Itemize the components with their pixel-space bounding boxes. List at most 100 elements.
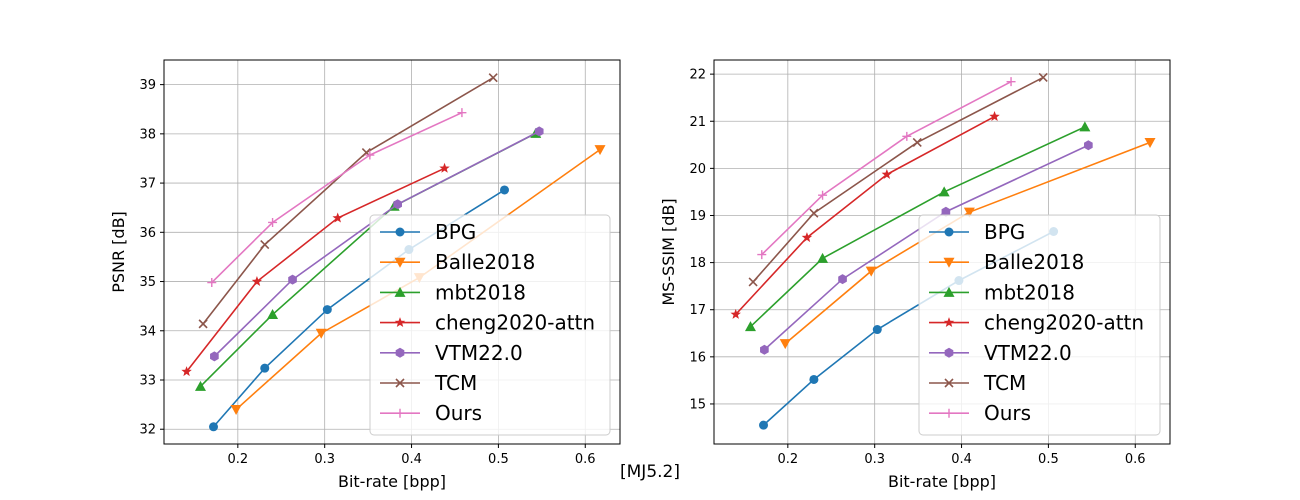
data-point-cheng2020-attn xyxy=(332,212,343,223)
data-point-cheng2020-attn xyxy=(181,366,192,377)
legend-marker xyxy=(395,227,405,237)
series-mbt2018 xyxy=(744,121,1091,332)
legend-marker xyxy=(395,378,405,388)
data-point-cheng2020-attn xyxy=(439,162,450,173)
x-tick-label: 0.6 xyxy=(1125,452,1146,467)
series-line-vtm22-0 xyxy=(763,144,1089,351)
series-cheng2020-attn xyxy=(181,162,450,377)
legend-marker xyxy=(944,408,954,418)
y-tick-label: 36 xyxy=(139,226,156,241)
data-point-vtm22-0 xyxy=(393,199,402,210)
data-point-mbt2018 xyxy=(267,309,279,320)
x-tick-label: 0.3 xyxy=(864,452,885,467)
figure-caption: [MJ5.2] xyxy=(620,462,680,482)
data-point-ours xyxy=(902,131,912,141)
x-tick-label: 0.4 xyxy=(951,452,972,467)
data-point-mbt2018 xyxy=(194,380,206,391)
y-tick-label: 37 xyxy=(139,177,156,192)
data-point-bpg xyxy=(209,422,219,432)
y-tick-label: 39 xyxy=(139,78,156,93)
series-vtm22-0 xyxy=(760,140,1093,355)
legend-label: TCM xyxy=(434,371,477,395)
legend-entry-balle2018: Balle2018 xyxy=(929,250,1084,274)
legend-entry-cheng2020-attn: cheng2020-attn xyxy=(380,311,595,335)
legend-marker xyxy=(943,257,955,268)
data-point-mbt2018 xyxy=(1079,121,1091,132)
data-point-bpg xyxy=(809,374,819,384)
y-tick-label: 32 xyxy=(139,423,156,438)
y-tick-label: 34 xyxy=(139,324,156,339)
series-line-tcm xyxy=(202,77,494,325)
data-point-tcm xyxy=(748,277,758,287)
legend-label: Ours xyxy=(984,401,1031,425)
data-point-cheng2020-attn xyxy=(881,168,893,179)
series-line-cheng2020-attn xyxy=(735,115,995,315)
data-point-vtm22-0 xyxy=(210,351,219,362)
legend-entry-mbt2018: mbt2018 xyxy=(929,280,1075,304)
series-tcm xyxy=(748,72,1048,287)
data-point-ours xyxy=(1006,77,1016,87)
legend-label: TCM xyxy=(983,371,1026,395)
data-point-tcm xyxy=(912,137,922,148)
legend-entry-vtm22-0: VTM22.0 xyxy=(929,341,1072,365)
legend-label: BPG xyxy=(984,220,1025,244)
data-point-cheng2020-attn xyxy=(730,308,741,319)
data-point-bpg xyxy=(759,420,769,430)
legend-marker xyxy=(395,347,405,358)
legend-box xyxy=(918,214,1161,436)
data-point-vtm22-0 xyxy=(534,126,544,137)
legend-entry-tcm: TCM xyxy=(380,371,477,395)
legend-marker xyxy=(943,317,955,328)
data-point-vtm22-0 xyxy=(288,274,297,285)
legend: BPG Balle2018 mbt2018 cheng2020-attn VTM22.0… xyxy=(918,214,1161,436)
series-ours xyxy=(207,108,467,288)
data-point-tcm xyxy=(1038,72,1048,82)
y-axis-label: MS-SSIM [dB] xyxy=(659,198,678,305)
legend-marker xyxy=(394,286,406,297)
data-point-mbt2018 xyxy=(938,186,950,197)
data-point-mbt2018 xyxy=(744,321,756,332)
data-point-tcm xyxy=(260,240,270,250)
data-point-tcm xyxy=(198,319,208,329)
y-tick-label: 19 xyxy=(689,209,706,224)
data-point-cheng2020-attn xyxy=(251,276,263,286)
series-line-cheng2020-attn xyxy=(185,167,445,373)
y-tick-label: 35 xyxy=(139,275,156,290)
data-point-ours xyxy=(757,250,767,260)
y-tick-label: 15 xyxy=(689,397,706,412)
legend-entry-ours: Ours xyxy=(929,401,1031,425)
legend-marker xyxy=(944,347,954,358)
data-point-ours xyxy=(365,150,375,160)
legend-entry-tcm: TCM xyxy=(929,371,1026,395)
legend-marker xyxy=(944,227,954,237)
data-point-bpg xyxy=(322,305,332,315)
data-point-balle2018 xyxy=(315,328,327,339)
y-tick-label: 22 xyxy=(689,68,706,83)
data-point-balle2018 xyxy=(230,405,242,416)
legend-label: VTM22.0 xyxy=(984,341,1072,365)
x-tick-label: 0.2 xyxy=(227,452,248,467)
data-point-tcm xyxy=(488,73,498,83)
y-tick-label: 18 xyxy=(689,256,706,271)
x-axis-label: Bit-rate [bpp] xyxy=(338,472,446,491)
legend-marker xyxy=(394,317,406,328)
legend: BPG Balle2018 mbt2018 cheng2020-attn VTM22.0… xyxy=(369,214,611,436)
data-point-ours xyxy=(268,217,278,227)
data-point-balle2018 xyxy=(865,266,877,277)
data-point-tcm xyxy=(809,208,819,218)
series-line-ours xyxy=(211,111,463,284)
legend-entry-ours: Ours xyxy=(380,401,482,425)
data-point-bpg xyxy=(499,185,509,195)
plot-frame xyxy=(163,59,621,445)
plot-frame xyxy=(713,59,1171,445)
series-line-ours xyxy=(761,80,1012,256)
series-cheng2020-attn xyxy=(730,111,1000,319)
y-tick-label: 38 xyxy=(139,127,156,142)
legend-label: cheng2020-attn xyxy=(435,311,595,335)
legend-entry-bpg: BPG xyxy=(380,220,476,244)
legend-marker xyxy=(395,408,405,418)
series-line-vtm22-0 xyxy=(213,130,540,357)
data-point-balle2018 xyxy=(963,207,975,218)
legend-label: Balle2018 xyxy=(435,250,535,274)
x-tick-label: 0.5 xyxy=(488,452,509,467)
